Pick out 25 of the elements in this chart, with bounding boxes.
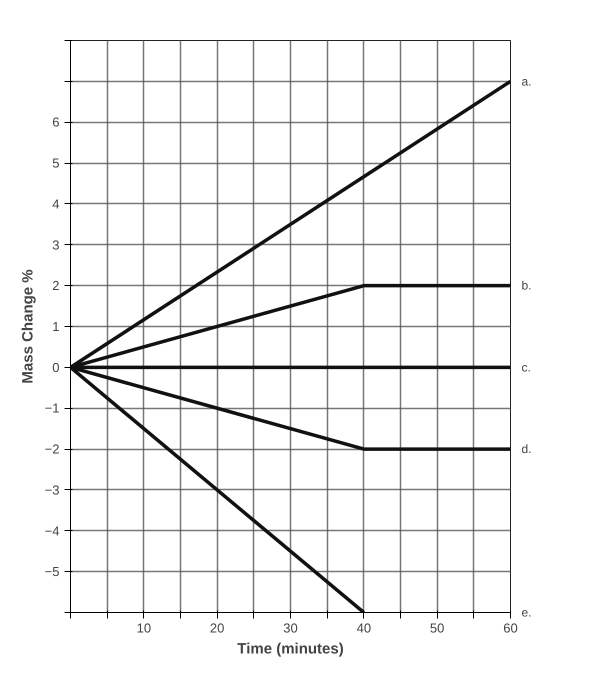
series-label: b.	[522, 278, 532, 293]
y-tick-label: 5	[52, 156, 60, 171]
y-tick-label: 6	[52, 114, 60, 130]
y-tick-label: 4	[52, 196, 60, 212]
x-tick-label: 60	[503, 620, 518, 636]
y-tick-label: 3	[52, 237, 60, 252]
text: e.	[522, 606, 532, 620]
x-tick-label: 30	[283, 620, 298, 636]
x-axis-title: Time (minutes)	[237, 640, 344, 658]
y-axis-title: Mass Change %	[20, 269, 37, 384]
series-label: a.	[522, 74, 532, 88]
series-label: d.	[522, 442, 532, 456]
y-tick-label: 0	[52, 360, 60, 375]
x-tick-label: 10	[136, 620, 152, 636]
y-tick-label: −4	[44, 523, 60, 538]
y-tick-label: 2	[52, 278, 60, 294]
y-tick-label: −1	[44, 400, 60, 416]
x-tick-label: 40	[356, 620, 372, 636]
y-tick-label: −3	[44, 482, 60, 498]
y-tick-label: 1	[52, 319, 60, 334]
series-label: c.	[522, 360, 531, 374]
x-tick-label: 50	[430, 620, 444, 636]
x-tick-label: 20	[210, 620, 224, 636]
y-tick-label: −5	[44, 564, 60, 580]
y-tick-label: −2	[44, 442, 60, 457]
